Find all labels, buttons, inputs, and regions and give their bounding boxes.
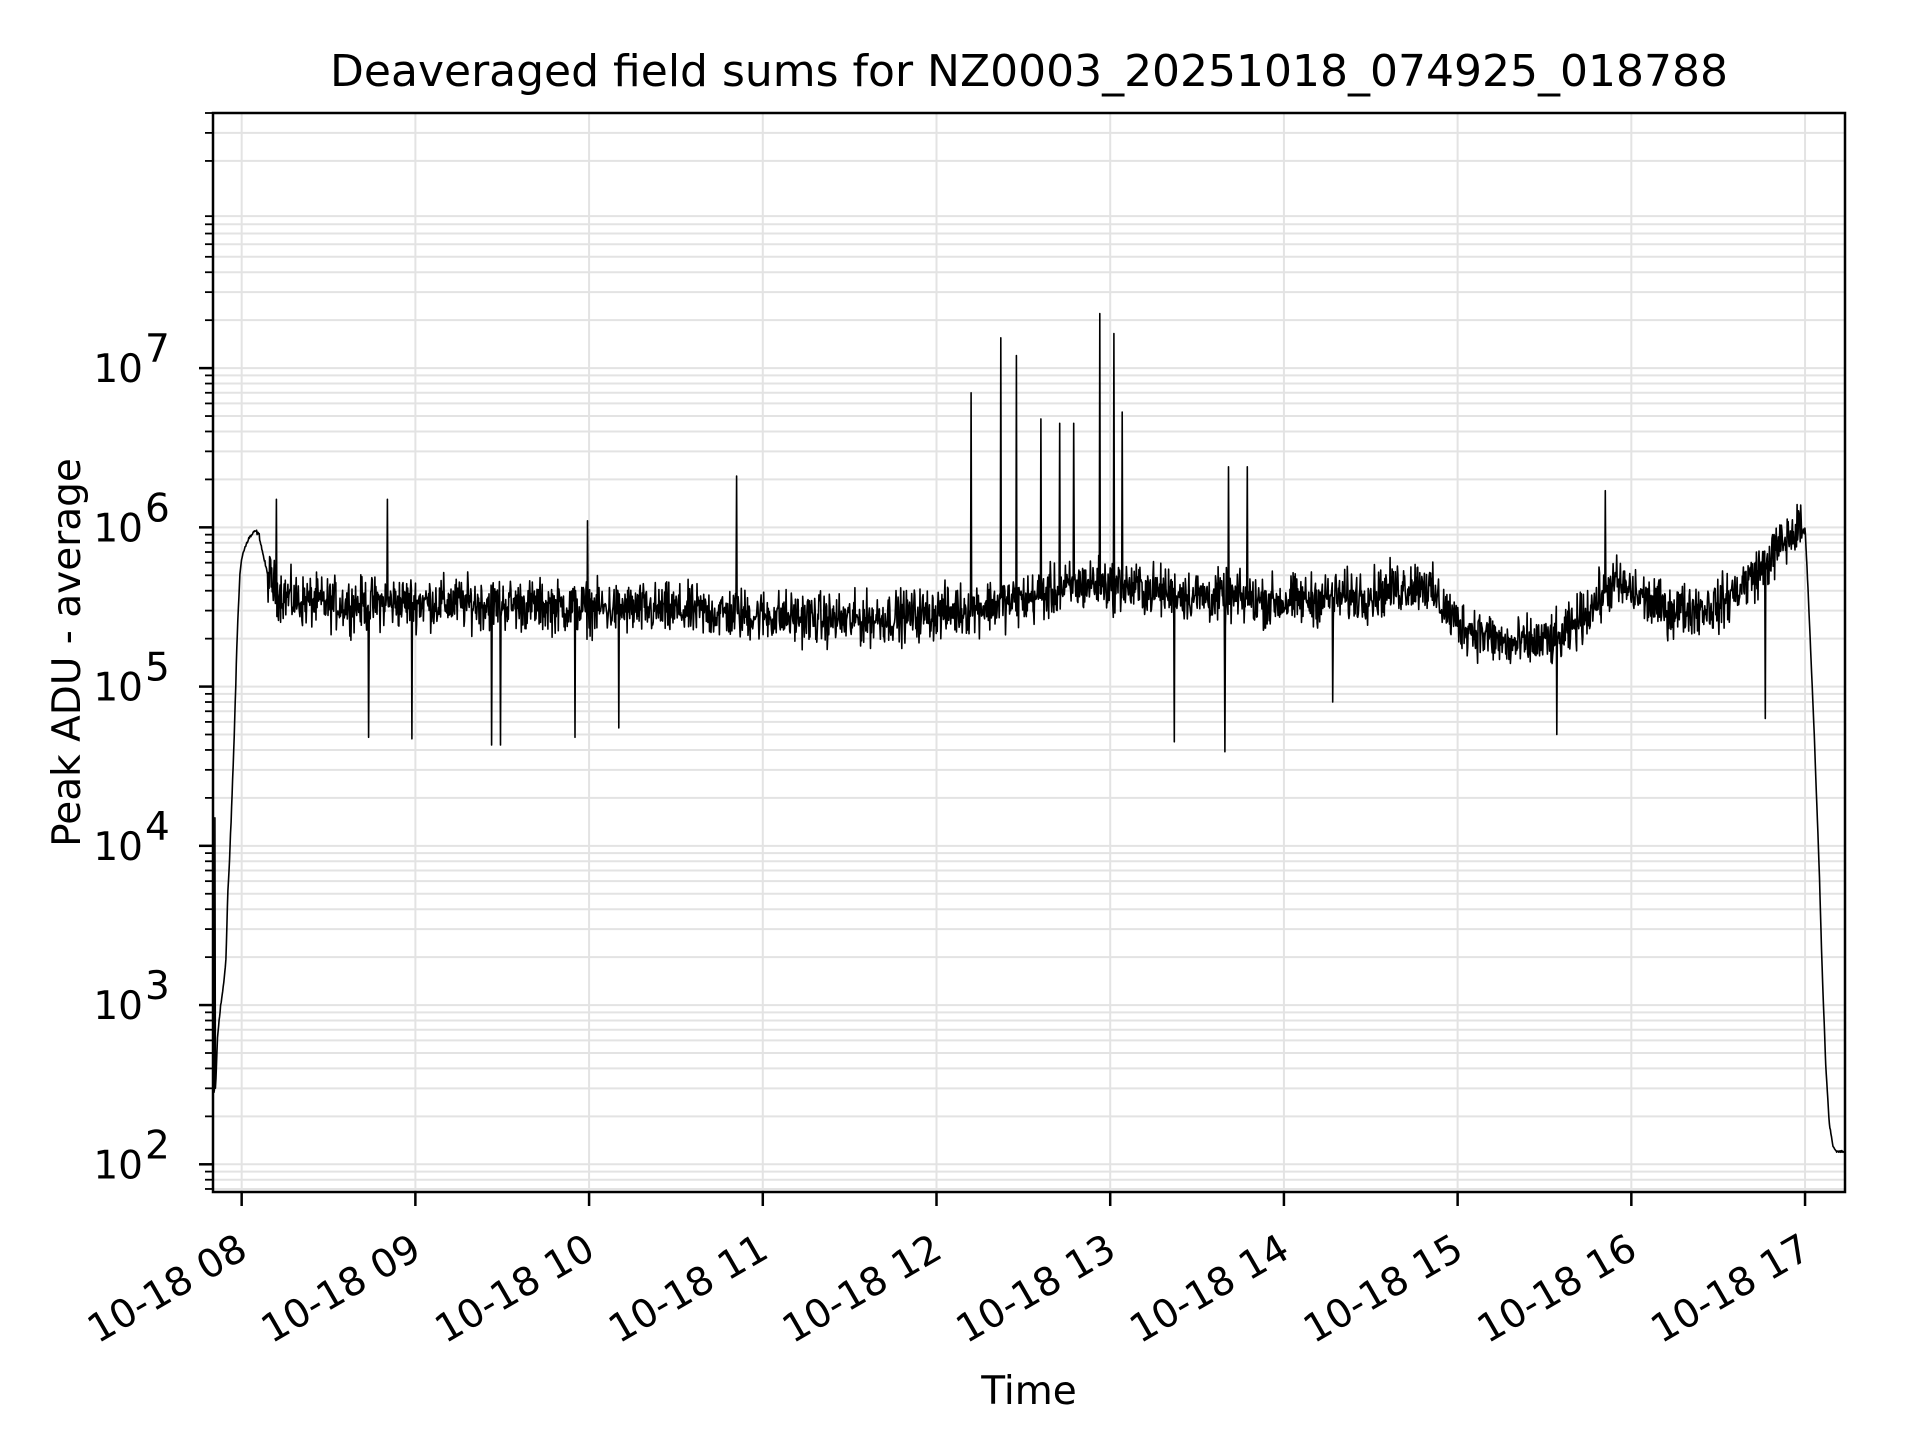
y-tick-label: 10: [93, 1143, 143, 1188]
grid: [213, 112, 1845, 1192]
y-tick-exponent: 6: [145, 486, 170, 531]
y-tick-exponent: 7: [145, 327, 170, 372]
series-line-peak-adu: [213, 312, 1846, 1154]
y-tick-label: 10: [93, 825, 143, 870]
y-tick-label: 10: [93, 506, 143, 551]
y-axis-label: Peak ADU - average: [45, 458, 90, 847]
y-tick-exponent: 2: [145, 1123, 170, 1168]
x-axis-label: Time: [980, 1369, 1076, 1414]
plot-area-frame: [211, 111, 1847, 1194]
y-tick-label: 10: [93, 984, 143, 1029]
data-line-group: [213, 312, 1846, 1154]
chart-title: Deaveraged field sums for NZ0003_2025101…: [330, 46, 1728, 97]
y-tick-exponent: 4: [145, 805, 170, 850]
y-tick-label: 10: [93, 666, 143, 711]
y-tick-exponent: 5: [145, 646, 170, 691]
y-tick-label: 10: [93, 347, 143, 392]
y-tick-exponent: 3: [145, 964, 170, 1009]
